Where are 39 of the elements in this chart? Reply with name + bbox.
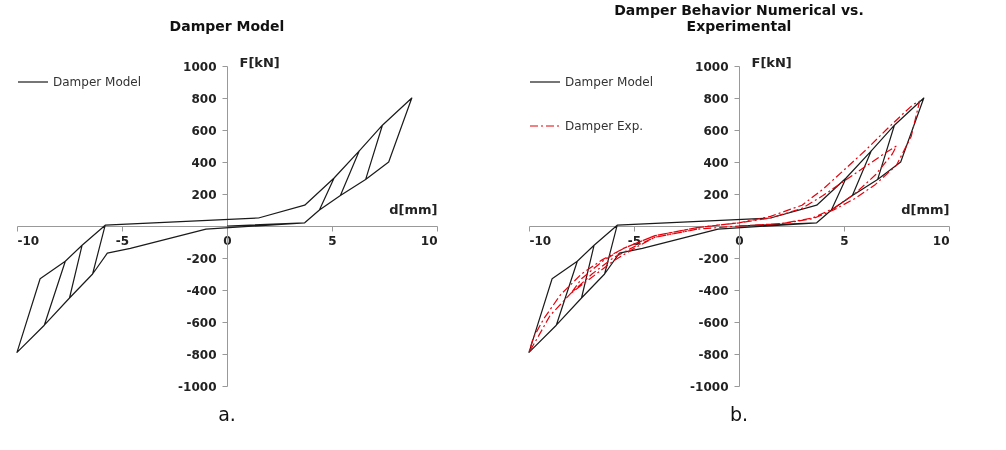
- y-tick-label: -800: [186, 347, 217, 362]
- y-tick-label: -600: [698, 315, 729, 330]
- y-tick-label: 400: [703, 155, 729, 170]
- y-tick-label: 200: [191, 187, 217, 202]
- y-tick-label: 400: [191, 155, 217, 170]
- y-tick-label: -600: [186, 315, 217, 330]
- y-axis-title: F[kN]: [239, 54, 280, 70]
- x-tick-label: 10: [932, 233, 950, 248]
- chart-title: Damper Model: [169, 18, 285, 34]
- y-tick-label: 200: [703, 187, 729, 202]
- text: a.: [218, 403, 236, 425]
- x-axis-title: d[mm]: [901, 201, 950, 217]
- chart-title: Damper Behavior Numerical vs. Experimental: [614, 2, 864, 34]
- x-tick-label: -5: [115, 233, 130, 248]
- x-tick-label: 5: [328, 233, 337, 248]
- y-tick-label: 600: [191, 123, 217, 138]
- y-tick-label: -1000: [690, 379, 729, 394]
- x-axis-title: d[mm]: [389, 201, 438, 217]
- y-tick-label: -800: [698, 347, 729, 362]
- y-tick-label: 800: [191, 91, 217, 106]
- x-tick-label: -5: [627, 233, 642, 248]
- x-tick-label: 10: [420, 233, 438, 248]
- y-tick-label: -200: [186, 251, 217, 266]
- y-tick-label: -400: [698, 283, 729, 298]
- legend-label: Damper Model: [53, 75, 142, 89]
- y-tick-label: -400: [186, 283, 217, 298]
- y-tick-label: 800: [703, 91, 729, 106]
- legend-label: Damper Model: [565, 75, 654, 89]
- y-tick-label: -200: [698, 251, 729, 266]
- x-tick-label: -10: [529, 233, 552, 248]
- y-tick-label: -1000: [178, 379, 217, 394]
- y-tick-label: 600: [703, 123, 729, 138]
- y-tick-label: 1000: [695, 59, 729, 74]
- text: b.: [729, 403, 749, 425]
- x-tick-label: 5: [840, 233, 849, 248]
- y-tick-label: 1000: [183, 59, 217, 74]
- y-axis-title: F[kN]: [751, 54, 792, 70]
- legend-label: Damper Exp.: [565, 119, 644, 133]
- x-tick-label: -10: [17, 233, 40, 248]
